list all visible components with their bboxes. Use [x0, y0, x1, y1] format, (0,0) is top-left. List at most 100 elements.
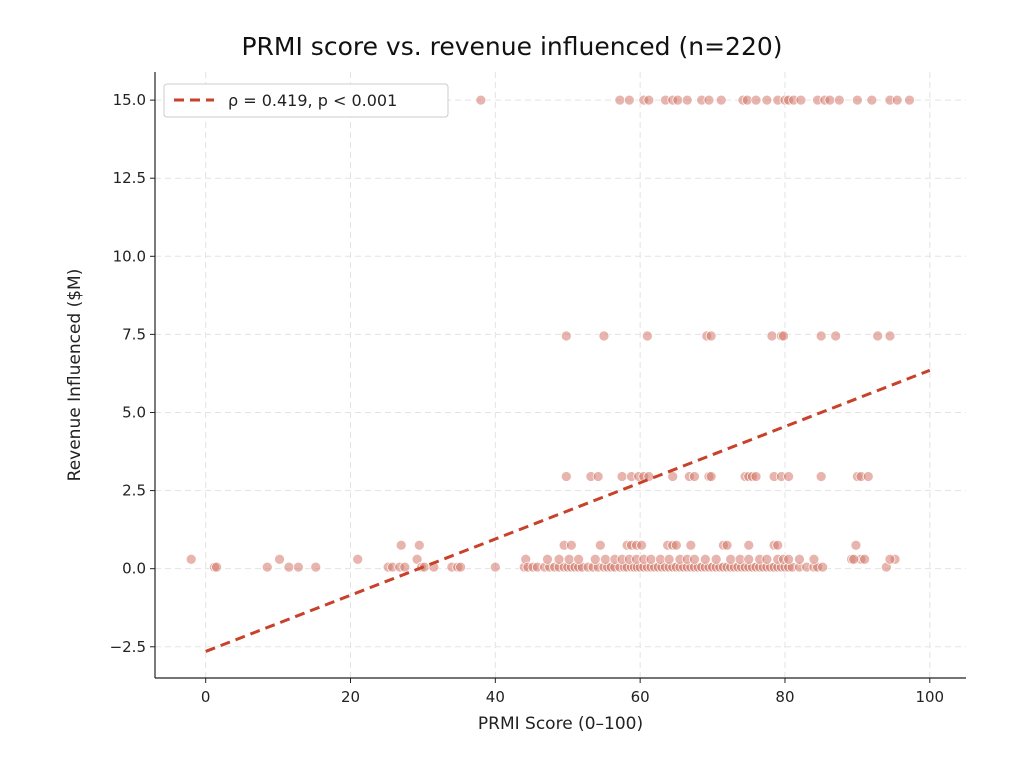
- y-tick-label: 0.0: [122, 560, 146, 578]
- data-point: [211, 561, 222, 573]
- data-point: [815, 330, 827, 342]
- data-point: [808, 553, 820, 565]
- data-point: [795, 94, 807, 106]
- data-point: [866, 94, 878, 106]
- data-point: [542, 553, 553, 565]
- data-point: [399, 561, 411, 573]
- data-point: [862, 471, 874, 482]
- data-point: [455, 561, 466, 573]
- data-point: [904, 94, 915, 106]
- x-tick-label: 100: [915, 688, 944, 706]
- y-tick-label: 7.5: [122, 325, 146, 343]
- data-point: [891, 94, 903, 106]
- data-point: [681, 94, 693, 106]
- data-point: [592, 471, 604, 482]
- data-point: [589, 553, 601, 565]
- data-point: [703, 94, 715, 106]
- data-point: [721, 539, 733, 551]
- data-point: [699, 553, 711, 565]
- legend-box: [163, 83, 449, 118]
- data-point: [475, 94, 487, 106]
- y-tick-label: 2.5: [122, 482, 146, 500]
- data-point: [750, 94, 762, 106]
- data-point: [689, 471, 700, 482]
- y-tick-label: 15.0: [113, 91, 146, 109]
- data-point: [352, 553, 364, 565]
- data-point: [645, 553, 657, 565]
- x-tick-label: 80: [775, 688, 794, 706]
- trend-line: [205, 368, 931, 653]
- data-point: [783, 553, 794, 565]
- x-tick-label: 0: [201, 688, 211, 706]
- data-point: [573, 553, 584, 565]
- data-point: [859, 553, 870, 565]
- data-point: [642, 330, 653, 342]
- data-point: [553, 553, 565, 565]
- chart-title: PRMI score vs. revenue influenced (n=220…: [241, 32, 783, 61]
- data-point: [563, 553, 575, 565]
- data-point: [616, 471, 628, 482]
- data-point: [705, 330, 717, 342]
- data-point: [185, 553, 197, 565]
- data-point: [852, 94, 863, 106]
- legend: ρ = 0.419, p < 0.001: [163, 83, 449, 118]
- data-point: [794, 553, 805, 565]
- axes: [154, 72, 966, 679]
- data-point: [566, 539, 577, 551]
- data-point: [413, 539, 425, 551]
- data-point: [705, 471, 717, 482]
- data-point: [778, 330, 789, 342]
- data-point: [560, 330, 572, 342]
- data-point: [884, 553, 896, 565]
- data-point: [623, 94, 635, 106]
- data-point: [817, 561, 828, 573]
- data-point: [715, 94, 727, 106]
- data-point: [283, 561, 295, 573]
- data-point: [600, 553, 611, 565]
- data-point: [750, 471, 762, 482]
- data-point: [743, 553, 755, 565]
- data-point: [489, 561, 501, 573]
- data-point: [848, 553, 860, 565]
- y-tick-label: 10.0: [113, 247, 146, 265]
- data-point: [395, 539, 407, 551]
- data-point: [614, 94, 626, 106]
- data-point: [594, 539, 606, 551]
- data-point: [671, 539, 682, 551]
- data-point: [725, 553, 737, 565]
- data-point: [310, 561, 322, 573]
- data-point: [772, 539, 784, 551]
- data-point: [872, 330, 884, 342]
- data-point: [824, 94, 836, 106]
- scatter-points: [185, 94, 915, 573]
- legend-label: ρ = 0.419, p < 0.001: [228, 91, 397, 110]
- data-point: [815, 471, 827, 482]
- data-point: [743, 539, 755, 551]
- data-point: [884, 330, 896, 342]
- data-point: [643, 94, 655, 106]
- data-point: [850, 539, 862, 551]
- x-tick-label: 20: [341, 688, 360, 706]
- y-axis-title: Revenue Influenced ($M): [65, 269, 85, 482]
- grid-lines: [155, 72, 966, 678]
- y-tick-label: −2.5: [110, 638, 146, 656]
- y-axis-ticks: −2.5 0.0 2.5 5.0 7.5 10.0 12.5 15.0: [110, 91, 155, 656]
- trend-line-group: [205, 368, 931, 653]
- x-tick-label: 60: [631, 688, 650, 706]
- data-point: [274, 553, 285, 565]
- data-point: [663, 553, 675, 565]
- data-point: [766, 330, 778, 342]
- x-axis-title: PRMI Score (0–100): [478, 714, 643, 734]
- data-point: [689, 553, 700, 565]
- data-point: [560, 471, 572, 482]
- x-tick-label: 40: [486, 688, 505, 706]
- data-point: [293, 561, 304, 573]
- data-point: [636, 539, 647, 551]
- data-point: [783, 471, 794, 482]
- data-point: [672, 94, 684, 106]
- y-tick-label: 5.0: [122, 403, 146, 421]
- data-point: [261, 561, 273, 573]
- data-point: [710, 553, 722, 565]
- data-point: [830, 330, 842, 342]
